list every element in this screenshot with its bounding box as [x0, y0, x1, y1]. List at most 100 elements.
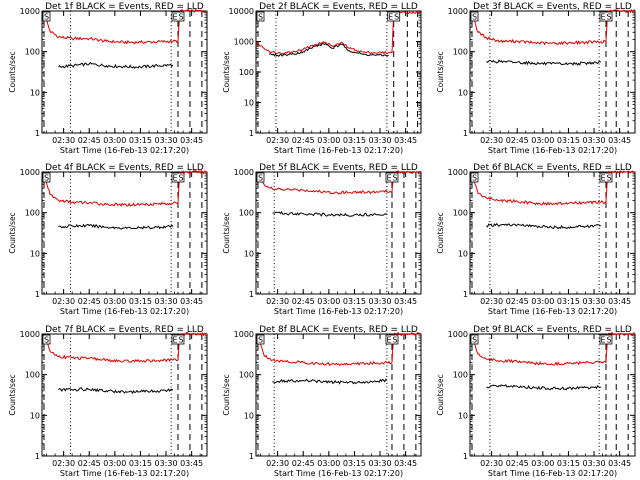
end-marker-label: E	[172, 174, 177, 183]
start-marker-label: S	[44, 174, 49, 183]
y-tick-label: 100	[239, 371, 254, 380]
y-tick-label: 10000	[229, 7, 254, 16]
x-tick-label: 03:45	[394, 136, 417, 145]
x-axis-label: Start Time (16-Feb-13 02:17:20)	[60, 469, 189, 478]
y-tick-label: 100	[239, 209, 254, 218]
plot-frame	[469, 333, 636, 457]
x-tick-label: 02:30	[480, 459, 503, 468]
series-line-lld	[472, 331, 636, 367]
x-tick-label: 03:15	[129, 136, 152, 145]
y-tick-label: 1	[463, 129, 468, 138]
y-tick-label: 100	[25, 209, 40, 218]
end-marker-label-right: S	[606, 336, 611, 345]
x-tick-label: 02:30	[52, 459, 75, 468]
detector-panel-3: Det 3f BLACK = Events, RED = LLD 1 10 100 10…	[436, 2, 636, 155]
series-line-events	[58, 61, 174, 69]
series-line-lld	[472, 8, 636, 46]
start-marker: S	[470, 334, 479, 345]
y-tick-label: 100	[25, 371, 40, 380]
series-line-lld	[44, 8, 208, 45]
detector-panel-2: Det 2f BLACK = Events, RED = LLD 1 10 100 10…	[222, 2, 422, 155]
x-tick-label: 03:45	[608, 459, 631, 468]
y-tick-label: 100	[239, 68, 254, 77]
plot-frame	[41, 171, 208, 295]
y-tick-label: 100	[453, 209, 468, 218]
y-tick-label: 1	[463, 452, 468, 461]
series-line-events	[58, 223, 174, 230]
x-tick-label: 02:45	[78, 297, 101, 306]
x-axis-label: Start Time (16-Feb-13 02:17:20)	[488, 307, 617, 316]
x-tick-label: 03:15	[343, 136, 366, 145]
end-marker-label: E	[172, 13, 177, 22]
y-tick-label: 10	[458, 88, 468, 97]
y-axis-label: Counts/sec	[436, 51, 445, 92]
y-tick-label: 100	[25, 48, 40, 57]
end-marker-label: E	[386, 174, 391, 183]
y-tick-label: 1000	[448, 168, 468, 177]
x-tick-label: 03:30	[583, 136, 606, 145]
x-tick-label: 03:00	[317, 297, 340, 306]
x-tick-label: 02:30	[266, 297, 289, 306]
panel-title: Det 5f BLACK = Events, RED = LLD	[259, 163, 418, 173]
y-tick-label: 10	[30, 249, 40, 258]
y-tick-label: 1000	[20, 7, 40, 16]
panel-title: Det 3f BLACK = Events, RED = LLD	[473, 2, 632, 12]
series-line-lld	[44, 169, 208, 208]
y-axis-label: Counts/sec	[8, 212, 17, 253]
x-tick-label: 02:30	[52, 297, 75, 306]
panel-title: Det 2f BLACK = Events, RED = LLD	[259, 2, 418, 12]
plot-frame	[469, 10, 636, 134]
y-axis-label: Counts/sec	[222, 374, 231, 415]
x-tick-label: 03:30	[369, 297, 392, 306]
start-marker: S	[42, 11, 51, 22]
y-tick-label: 1	[249, 129, 254, 138]
x-tick-label: 03:00	[103, 136, 126, 145]
end-marker-label: E	[172, 336, 177, 345]
start-marker: S	[42, 172, 51, 183]
x-tick-label: 02:45	[78, 459, 101, 468]
y-tick-label: 10	[244, 249, 254, 258]
panel-title: Det 1f BLACK = Events, RED = LLD	[45, 2, 204, 12]
x-tick-label: 03:30	[369, 459, 392, 468]
end-marker-label-right: S	[178, 336, 183, 345]
start-marker-label: S	[472, 13, 477, 22]
y-tick-label: 10	[30, 88, 40, 97]
x-axis-label: Start Time (16-Feb-13 02:17:20)	[274, 146, 403, 155]
series-line-lld	[255, 10, 422, 55]
end-marker-label-right: S	[606, 174, 611, 183]
y-tick-label: 10	[244, 99, 254, 108]
start-marker-label: S	[472, 336, 477, 345]
x-tick-label: 03:00	[531, 459, 554, 468]
y-axis-label: Counts/sec	[436, 374, 445, 415]
end-marker-label: E	[600, 336, 605, 345]
y-tick-label: 10	[244, 411, 254, 420]
x-tick-label: 03:30	[583, 297, 606, 306]
x-tick-label: 03:45	[608, 297, 631, 306]
x-tick-label: 02:30	[266, 459, 289, 468]
y-tick-label: 1	[35, 290, 40, 299]
x-tick-label: 03:45	[180, 297, 203, 306]
panel-title: Det 4f BLACK = Events, RED = LLD	[45, 163, 204, 173]
x-tick-label: 02:45	[292, 459, 315, 468]
x-tick-label: 02:45	[78, 136, 101, 145]
start-marker: S	[256, 11, 265, 22]
y-tick-label: 100	[453, 371, 468, 380]
x-tick-label: 03:00	[531, 297, 554, 306]
x-tick-label: 02:45	[506, 136, 529, 145]
start-marker-label: S	[258, 174, 263, 183]
plot-frame	[255, 10, 422, 134]
start-marker: S	[470, 172, 479, 183]
y-tick-label: 1	[463, 290, 468, 299]
x-tick-label: 03:45	[394, 459, 417, 468]
end-marker-label-right: S	[394, 13, 399, 22]
start-marker: S	[470, 11, 479, 22]
x-tick-label: 03:30	[583, 459, 606, 468]
detector-panel-8: Det 8f BLACK = Events, RED = LLD 1 10 100 10…	[222, 325, 422, 478]
plot-frame	[255, 171, 422, 295]
plot-frame	[469, 171, 636, 295]
x-tick-label: 02:45	[292, 136, 315, 145]
x-tick-label: 03:00	[531, 136, 554, 145]
series-line-lld	[472, 170, 636, 207]
